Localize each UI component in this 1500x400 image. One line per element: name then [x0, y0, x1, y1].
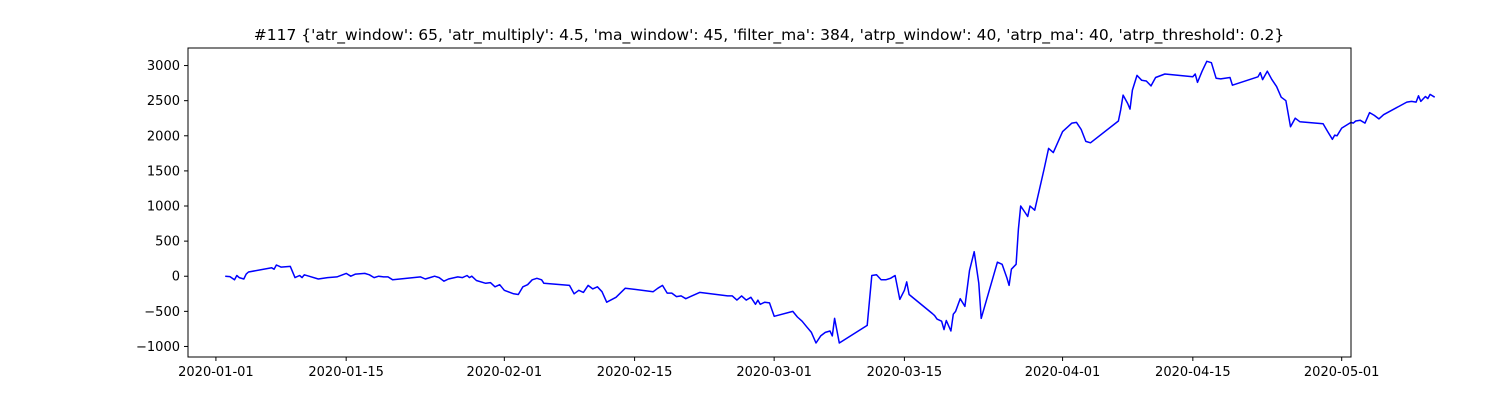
- y-tick-label: 0: [172, 270, 180, 285]
- x-tick-label: 2020-02-01: [467, 365, 543, 380]
- plot-area: [225, 60, 1436, 344]
- x-tick-label: 2020-05-01: [1304, 365, 1380, 380]
- y-tick-label: −500: [144, 305, 180, 320]
- y-tick-label: 1500: [147, 164, 180, 179]
- y-tick-label: 500: [155, 235, 180, 250]
- plot-frame: [187, 47, 1352, 358]
- chart-title: #117 {'atr_window': 65, 'atr_multiply': …: [254, 26, 1285, 45]
- x-tick-label: 2020-04-15: [1155, 365, 1231, 380]
- y-tick-label: 1000: [147, 200, 180, 215]
- y-tick-label: 3000: [147, 59, 180, 74]
- x-axis: 2020-01-01 2020-01-15 2020-02-01 2020-02-15…: [178, 357, 1379, 380]
- x-tick-label: 2020-04-01: [1025, 365, 1101, 380]
- y-tick-label: 2000: [147, 129, 180, 144]
- y-tick-label: 2500: [147, 94, 180, 109]
- x-tick-label: 2020-01-15: [308, 365, 384, 380]
- y-tick-label: −1000: [136, 340, 180, 355]
- x-tick-label: 2020-02-15: [597, 365, 673, 380]
- x-tick-label: 2020-03-15: [867, 365, 943, 380]
- x-tick-label: 2020-01-01: [178, 365, 254, 380]
- x-tick-label: 2020-03-01: [736, 365, 812, 380]
- series-line-0: [225, 60, 1436, 344]
- y-axis: −1000 −500 0 500 1000 1500 2000 2500 3000: [136, 59, 188, 355]
